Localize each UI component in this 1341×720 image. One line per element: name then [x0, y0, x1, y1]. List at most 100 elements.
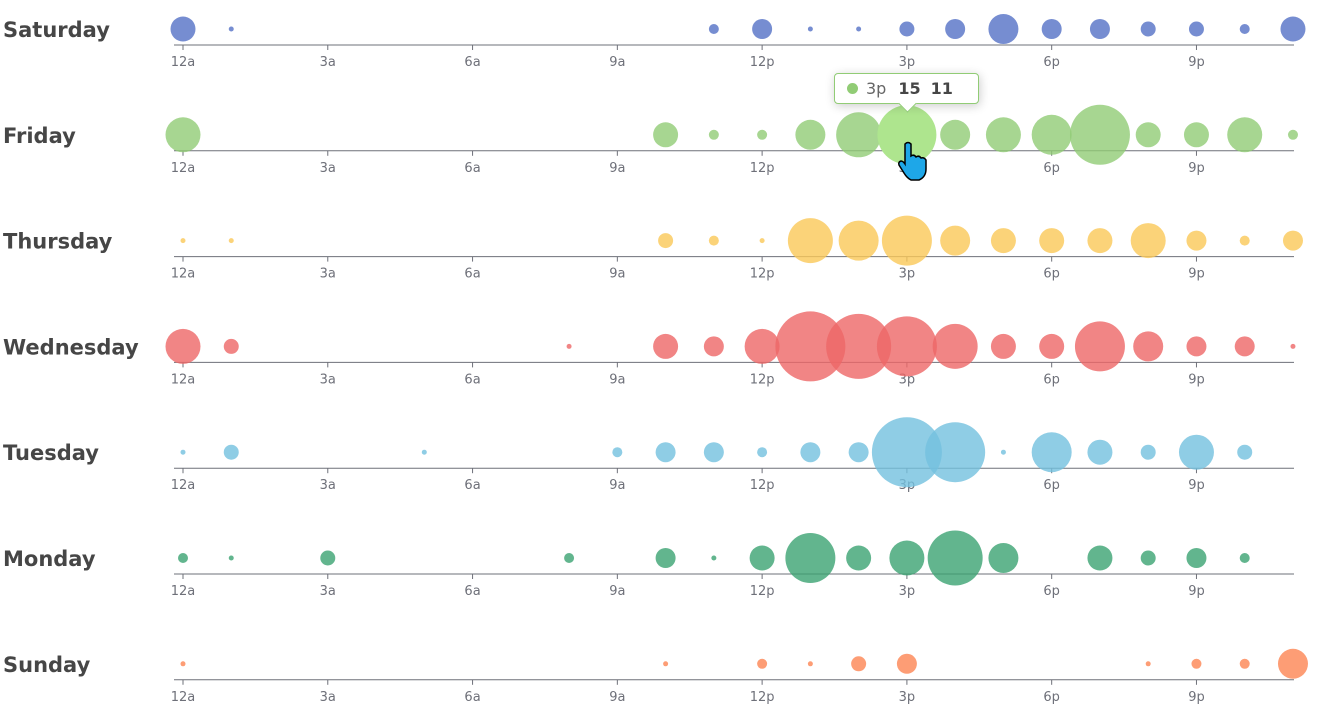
data-point: [655, 442, 676, 463]
tick-label: 12p: [750, 267, 775, 282]
data-point: [1069, 104, 1130, 165]
data-point: [1234, 336, 1255, 357]
data-point: [1290, 343, 1296, 349]
data-point: [1239, 24, 1250, 34]
tick-label: 6a: [464, 161, 480, 176]
data-point: [421, 449, 427, 455]
tick-label: 12p: [750, 584, 775, 599]
hand-cursor-icon: [898, 141, 927, 181]
tick-label: 12p: [750, 478, 775, 493]
data-point: [228, 555, 234, 561]
tick-label: 9a: [609, 161, 625, 176]
tick-label: 6a: [464, 372, 480, 387]
data-point: [165, 117, 201, 153]
data-point: [1287, 129, 1298, 140]
tick-label: 9p: [1188, 584, 1205, 599]
tick-label: 3p: [899, 372, 916, 387]
data-point: [703, 442, 724, 463]
data-point: [1000, 449, 1006, 455]
tick-label: 3a: [320, 584, 336, 599]
data-point: [800, 442, 821, 463]
data-point: [744, 328, 780, 364]
data-point: [564, 553, 575, 563]
data-point: [228, 26, 234, 32]
data-point: [752, 19, 773, 39]
tooltip-label: 3p: [866, 79, 887, 98]
data-point: [988, 543, 1019, 573]
day-label: Friday: [3, 124, 76, 148]
tick-label: 6a: [464, 267, 480, 282]
data-point: [612, 447, 623, 458]
tick-label: 9p: [1188, 478, 1205, 493]
tick-label: 6p: [1043, 478, 1060, 493]
data-point: [1239, 235, 1250, 246]
tick-label: 3a: [320, 372, 336, 387]
data-point: [940, 119, 971, 150]
data-point: [846, 545, 872, 571]
data-point: [795, 119, 826, 150]
data-point: [1186, 548, 1207, 568]
data-point: [566, 343, 572, 349]
tick-label: 9a: [609, 690, 625, 705]
tick-label: 9a: [609, 267, 625, 282]
data-point: [881, 215, 932, 266]
data-point: [775, 311, 846, 382]
day-label: Saturday: [3, 18, 110, 42]
data-point: [228, 238, 234, 244]
data-point: [1140, 444, 1156, 460]
data-point: [1089, 19, 1110, 39]
data-point: [990, 333, 1016, 359]
data-point: [1186, 230, 1207, 251]
data-point: [940, 225, 971, 256]
data-point: [1087, 439, 1113, 465]
day-label: Thursday: [3, 230, 113, 254]
data-point: [896, 653, 917, 674]
data-point: [1145, 661, 1151, 667]
data-point: [653, 333, 679, 359]
data-point: [663, 661, 669, 667]
tick-label: 3p: [899, 584, 916, 599]
tick-label: 12a: [171, 690, 196, 705]
data-point: [836, 112, 882, 158]
tick-label: 12p: [750, 161, 775, 176]
data-point: [749, 545, 775, 571]
tick-label: 9p: [1188, 267, 1205, 282]
data-point: [1186, 336, 1207, 357]
tick-label: 3a: [320, 161, 336, 176]
tick-label: 12a: [171, 478, 196, 493]
tick-label: 6p: [1043, 55, 1060, 70]
data-point: [759, 238, 765, 244]
day-label: Sunday: [3, 653, 91, 677]
data-point: [1280, 16, 1306, 42]
data-point: [1039, 333, 1065, 359]
tick-label: 6a: [464, 55, 480, 70]
tick-label: 9a: [609, 584, 625, 599]
tick-label: 3p: [899, 690, 916, 705]
tick-label: 12p: [750, 372, 775, 387]
tick-label: 3p: [899, 267, 916, 282]
data-point: [1140, 21, 1156, 37]
data-point: [1031, 432, 1072, 473]
data-point: [1191, 658, 1202, 669]
tick-label: 3a: [320, 267, 336, 282]
data-point: [658, 233, 674, 249]
day-label: Tuesday: [3, 441, 99, 465]
tick-label: 6p: [1043, 690, 1060, 705]
tick-label: 9a: [609, 478, 625, 493]
data-point: [785, 533, 836, 583]
data-point: [985, 117, 1021, 153]
data-point: [757, 129, 768, 140]
data-point: [1183, 122, 1209, 148]
data-point: [320, 550, 336, 566]
data-point: [178, 553, 188, 563]
tick-label: 3a: [320, 478, 336, 493]
data-point: [851, 656, 867, 672]
tick-label: 6p: [1043, 267, 1060, 282]
data-point: [925, 422, 986, 483]
data-point: [170, 16, 196, 42]
data-point: [757, 658, 768, 669]
tick-label: 12p: [750, 55, 775, 70]
tooltip: 3p 15 11: [834, 73, 979, 113]
data-point: [223, 338, 239, 354]
